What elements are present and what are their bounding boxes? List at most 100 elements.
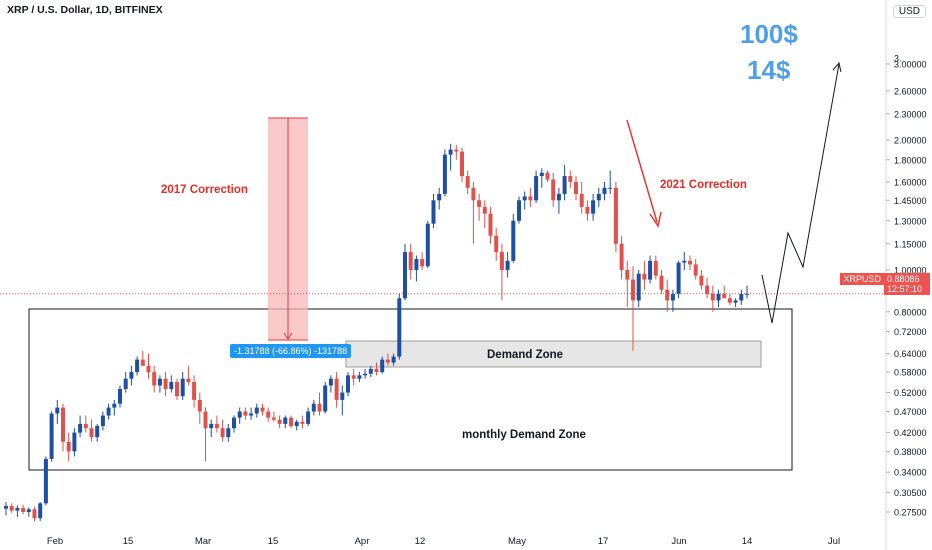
y-tick-label: 1.60000 <box>894 177 927 187</box>
candle-body <box>294 421 299 427</box>
candle-body <box>368 368 373 374</box>
candle-body <box>380 359 385 373</box>
candle-body <box>688 260 692 265</box>
candle-body <box>596 193 601 201</box>
candle-body <box>511 220 516 261</box>
chart-title: XRP / U.S. Dollar, 1D, BITFINEX <box>7 4 163 16</box>
candle-body <box>323 385 328 412</box>
currency-selector[interactable]: USD <box>892 5 926 18</box>
candle-body <box>574 181 578 194</box>
candle-body <box>32 509 37 519</box>
candle-body <box>460 151 464 177</box>
candle-body <box>642 273 647 280</box>
candle-body <box>118 388 122 404</box>
candle-body <box>579 193 584 207</box>
candle-body <box>397 298 402 357</box>
candle-body <box>727 298 732 303</box>
candle-body <box>135 359 140 373</box>
y-tick-label: 0.58000 <box>894 368 927 378</box>
candle-body <box>209 423 214 429</box>
y-tick-label: 1.80000 <box>894 155 927 165</box>
demand-zone-box <box>345 340 762 368</box>
correction-2021-arrow-head <box>649 211 662 228</box>
candle-body <box>100 415 105 427</box>
candle-body <box>568 176 573 182</box>
candle-body <box>431 200 436 224</box>
candle-body <box>670 293 675 301</box>
candle-body <box>232 417 236 429</box>
candle-body <box>271 417 276 420</box>
candle-body <box>488 213 493 236</box>
candle-body <box>477 200 482 207</box>
candle-body <box>175 382 179 397</box>
y-tick-label: 0.47000 <box>894 407 927 417</box>
candle-body <box>283 417 288 424</box>
x-tick-label: Feb <box>47 536 63 547</box>
y-tick-label: 0.34000 <box>894 468 927 478</box>
x-tick-label: Jun <box>671 536 686 547</box>
candle-body <box>534 176 539 201</box>
candle-body <box>317 403 322 412</box>
symbol-tag: XRPUSD <box>840 273 884 285</box>
candle-body <box>608 187 613 189</box>
candle-body <box>249 413 254 416</box>
annotation-2021-correction: 2021 Correction <box>660 179 747 191</box>
candle-body <box>591 200 596 214</box>
y-tick-label: 0.72000 <box>894 327 927 337</box>
candle-body <box>169 382 174 389</box>
y-tick-label: 0.30500 <box>894 488 927 498</box>
candle-body <box>676 262 681 294</box>
candle-body <box>613 187 618 244</box>
candle-body <box>300 421 305 424</box>
candle-body <box>739 293 744 301</box>
candle-body <box>545 172 550 180</box>
candle-body <box>89 428 94 438</box>
y-tick-label: 0.42000 <box>894 428 927 438</box>
candle-body <box>66 441 71 452</box>
candle-body <box>693 264 698 276</box>
annotation-2017-correction: 2017 Correction <box>161 184 248 196</box>
candle-body <box>716 293 721 301</box>
candle-body <box>414 259 419 270</box>
candle-body <box>499 252 504 270</box>
x-tick-label: 12 <box>415 536 426 547</box>
candle-body <box>266 411 271 418</box>
candle-body <box>648 260 653 280</box>
candle-body <box>55 407 60 414</box>
candle-body <box>722 293 727 299</box>
candle-body <box>482 206 487 214</box>
annotation-target-14: 14$ <box>747 55 791 85</box>
candle-body <box>15 507 20 511</box>
candle-body <box>351 375 356 379</box>
candle-body <box>528 196 533 201</box>
candle-body <box>625 269 630 280</box>
candle-body <box>391 356 396 363</box>
candle-body <box>254 407 259 414</box>
candle-body <box>505 260 510 270</box>
candle-body <box>710 293 715 301</box>
candle-body <box>21 507 26 512</box>
candle-body <box>140 359 145 366</box>
y-tick-label: 2.30000 <box>894 109 927 119</box>
measure-arrow-head <box>283 332 293 340</box>
candle-body <box>78 423 83 433</box>
y-tick-label: 1.00000 <box>894 265 927 275</box>
candle-body <box>562 176 567 194</box>
candle-body <box>448 149 453 155</box>
candle-body <box>180 378 185 397</box>
measure-label: -1.31788 (-66.86%) -131788 <box>230 344 352 358</box>
candle-body <box>517 200 521 221</box>
y-tick-label: 2.00000 <box>894 136 927 146</box>
x-tick-label: Jul <box>828 536 840 547</box>
candle-body <box>403 252 407 299</box>
candle-body <box>83 423 88 429</box>
candle-body <box>363 373 368 376</box>
y-tick-label: 3.00000 <box>894 59 927 69</box>
y-tick-label: 0.38000 <box>894 447 927 457</box>
y-tick-label: 1.30000 <box>894 216 927 226</box>
candle-body <box>425 223 430 267</box>
y-tick-label: 0.27500 <box>894 508 927 518</box>
candle-body <box>745 293 749 295</box>
candle-body <box>699 275 704 286</box>
